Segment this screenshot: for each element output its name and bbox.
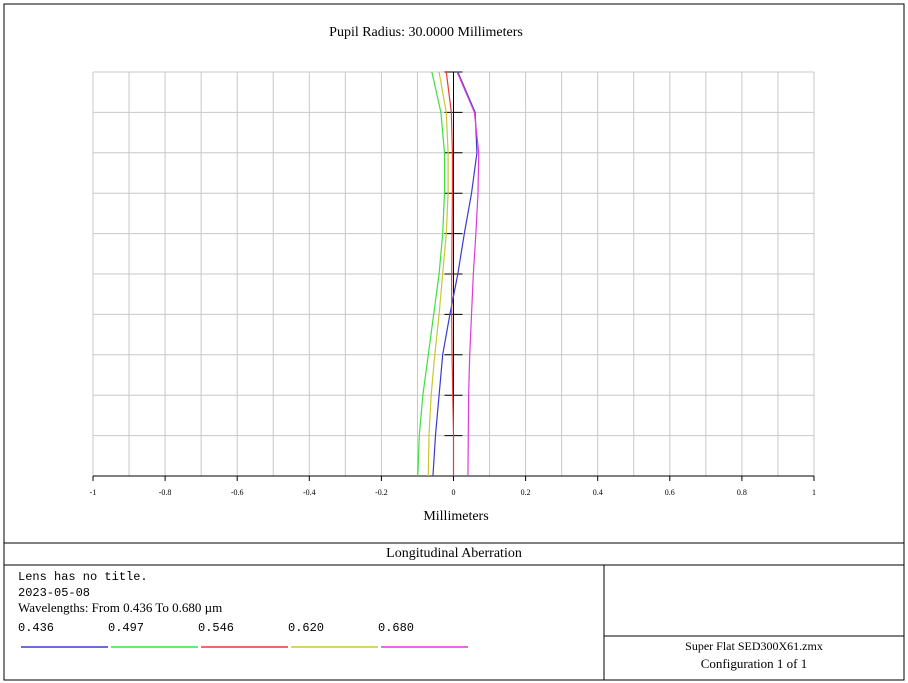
aberration-curve: [427, 71, 449, 477]
x-tick-label: -0.2: [375, 488, 388, 497]
aberration-curve: [417, 71, 446, 477]
chart-title: Pupil Radius: 30.0000 Millimeters: [329, 25, 523, 40]
legend-label: 0.620: [288, 621, 324, 635]
x-tick-label: -0.8: [159, 488, 172, 497]
x-tick-label: -0.6: [231, 488, 244, 497]
lens-title: Lens has no title.: [18, 570, 148, 584]
x-tick-label: -0.4: [303, 488, 316, 497]
configuration: Configuration 1 of 1: [701, 656, 808, 671]
aberration-curve: [456, 71, 480, 477]
x-tick-label: 0.6: [665, 488, 675, 497]
legend-label: 0.680: [378, 621, 414, 635]
outer-frame: [3, 3, 905, 681]
x-axis-label: Millimeters: [423, 509, 488, 524]
x-tick-label: 0: [452, 488, 456, 497]
wavelengths: Wavelengths: From 0.436 To 0.680 µm: [18, 600, 222, 615]
aberration-curve: [445, 71, 455, 476]
x-tick-label: 0.8: [737, 488, 747, 497]
x-tick-label: 0.4: [593, 488, 603, 497]
x-tick-label: 0.2: [521, 488, 531, 497]
legend-label: 0.546: [198, 621, 234, 635]
aberration-curve: [432, 71, 478, 477]
file-name: Super Flat SED300X61.zmx: [685, 639, 823, 653]
x-tick-label: -1: [90, 488, 97, 497]
x-tick-label: 1: [812, 488, 816, 497]
legend-label: 0.436: [18, 621, 54, 635]
date: 2023-05-08: [18, 586, 90, 600]
legend-label: 0.497: [108, 621, 144, 635]
plot-name: Longitudinal Aberration: [386, 546, 522, 561]
